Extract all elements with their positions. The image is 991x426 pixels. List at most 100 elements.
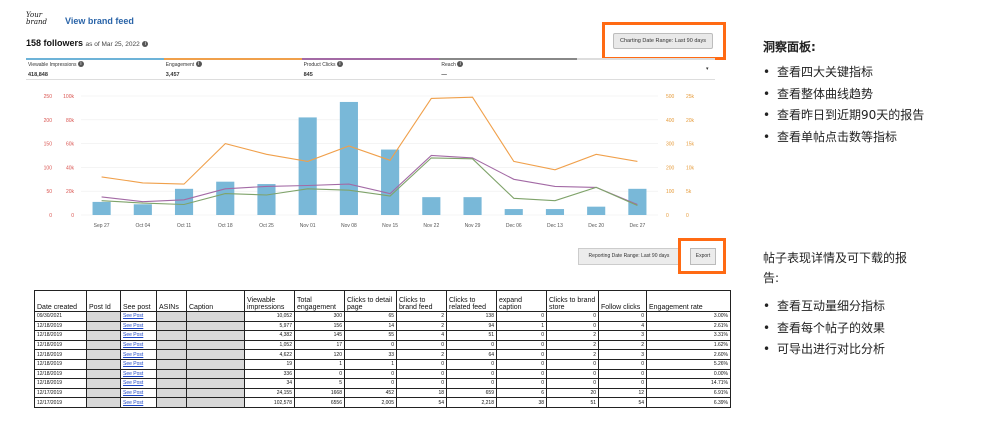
table-cell: 0 <box>496 311 547 322</box>
see-post-link[interactable]: See Post <box>120 368 157 380</box>
metric-tab-product-clicks[interactable]: Product Clicks i 845 <box>301 58 440 79</box>
bullet-icon: • <box>763 129 771 144</box>
table-cell: 17 <box>294 339 345 351</box>
reporting-date-range-button[interactable]: Reporting Date Range: Last 90 days <box>578 248 680 265</box>
cell-date: 09/30/2021 <box>34 311 87 322</box>
x-axis-tick-label: Oct 11 <box>177 223 192 229</box>
metric-tab-reach[interactable]: Reach i — <box>439 58 578 79</box>
table-cell: 6 <box>496 387 547 399</box>
highlight-box-charting <box>602 22 726 60</box>
table-cell: 6.91% <box>646 387 731 399</box>
table-cell: 0 <box>344 368 397 380</box>
table-row: 12/18/2019 See Post 5,977 156 14 2 94 1 0 4 2.61% <box>34 320 731 332</box>
table-cell: 6.39% <box>646 397 731 408</box>
table-cell: 20 <box>546 387 599 399</box>
cell-date: 12/18/2019 <box>34 378 87 389</box>
chart-bar <box>628 188 647 215</box>
chart-bar <box>463 197 482 215</box>
see-post-link[interactable]: See Post <box>120 387 157 399</box>
column-header: Clicks to brand feed <box>396 290 447 312</box>
see-post-link[interactable]: See Post <box>120 349 157 360</box>
report-title-line2: 告: <box>763 271 780 285</box>
info-icon: i <box>195 61 202 67</box>
column-header: Caption <box>186 290 245 312</box>
table-cell: 145 <box>294 330 345 341</box>
y2-axis-tick-label: 0 <box>686 213 689 219</box>
table-cell: 54 <box>396 397 447 408</box>
table-header-row: Date created Post Id See post ASINs Caption V… <box>34 290 731 312</box>
x-axis-tick-label: Dec 06 <box>506 223 522 229</box>
see-post-link[interactable]: See Post <box>120 330 157 341</box>
table-cell: 0 <box>344 378 397 389</box>
table-cell <box>156 330 187 341</box>
table-cell: 0 <box>496 339 547 351</box>
metric-label: Engagement <box>165 62 195 68</box>
insights-title: 洞察面板: <box>763 40 816 54</box>
table-cell: 1.62% <box>646 339 731 351</box>
report-list: • 查看互动量细分指标 • 查看每个帖子的效果 • 可导出进行对比分析 <box>763 296 885 361</box>
report-item-text: 查看互动量细分指标 <box>777 299 886 313</box>
insights-item: • 查看整体曲线趋势 <box>763 84 924 106</box>
see-post-link[interactable]: See Post <box>120 320 157 332</box>
metric-value: — <box>441 72 447 78</box>
table-cell: 0 <box>344 339 397 351</box>
metric-tab-viewable-impressions[interactable]: Viewable Impressions i 418,848 <box>26 58 164 79</box>
table-cell: 2 <box>396 311 447 322</box>
table-cell <box>186 349 245 360</box>
chart-bar <box>381 149 400 215</box>
info-icon[interactable]: i <box>142 41 149 47</box>
metric-label: Product Clicks <box>303 62 336 68</box>
column-header: expand caption <box>496 290 547 312</box>
metric-tab-empty[interactable] <box>577 58 715 79</box>
insights-list: • 查看四大关键指标 • 查看整体曲线趋势 • 查看昨日到近期90天的报告 • 查看单帖点击数… <box>763 62 924 148</box>
table-cell: 0 <box>496 330 547 341</box>
table-cell: 2 <box>546 339 599 351</box>
table-cell <box>86 368 121 380</box>
table-cell: 14 <box>344 320 397 332</box>
view-brand-feed-link[interactable]: View brand feed <box>65 16 134 26</box>
table-row: 12/18/2019 See Post 4,382 145 55 4 51 0 2 3 3.31% <box>34 330 731 341</box>
charting-date-range-button[interactable]: Charting Date Range: Last 90 days <box>613 33 713 49</box>
x-axis-tick-label: Dec 13 <box>547 223 563 229</box>
export-button[interactable]: Export <box>690 248 716 265</box>
table-cell <box>186 368 245 380</box>
table-cell: 5.26% <box>646 358 731 370</box>
x-axis-tick-label: Sep 27 <box>94 223 110 229</box>
report-title-line1: 帖子表现详情及可下载的报 <box>763 251 908 265</box>
insights-item-text: 查看四大关键指标 <box>777 65 874 79</box>
see-post-link[interactable]: See Post <box>120 397 157 408</box>
y2-axis-tick-label: 0 <box>666 213 669 219</box>
table-cell: 24,155 <box>244 387 295 399</box>
column-header: Follow clicks <box>598 290 647 312</box>
see-post-link[interactable]: See Post <box>120 358 157 370</box>
see-post-link[interactable]: See Post <box>120 378 157 389</box>
table-cell: 0 <box>446 368 497 380</box>
x-axis-tick-label: Nov 15 <box>382 223 398 229</box>
table-cell: 10,052 <box>244 311 295 322</box>
x-axis-tick-label: Oct 25 <box>259 223 274 229</box>
table-cell: 120 <box>294 349 345 360</box>
table-cell: 2,005 <box>344 397 397 408</box>
bullet-icon: • <box>763 108 771 122</box>
column-header: Date created <box>34 290 87 312</box>
column-header: Total engagement <box>294 290 345 312</box>
posts-table: Date created Post Id See post ASINs Caption V… <box>34 290 731 408</box>
chevron-down-icon[interactable]: ▾ <box>706 66 709 72</box>
column-header: Engagement rate <box>646 290 731 312</box>
see-post-link[interactable]: See Post <box>120 339 157 351</box>
table-cell: 2,218 <box>446 397 497 408</box>
see-post-link[interactable]: See Post <box>120 311 157 322</box>
chart-bar <box>257 184 276 215</box>
y-axis-tick-label: 0 <box>49 213 52 219</box>
report-item-text: 可导出进行对比分析 <box>777 342 886 356</box>
metric-tab-engagement[interactable]: Engagement i 3,457 <box>163 58 302 79</box>
table-cell <box>86 358 121 370</box>
column-header: ASINs <box>156 290 187 312</box>
table-cell: 33 <box>344 349 397 360</box>
table-cell: 34 <box>244 378 295 389</box>
x-axis-tick-label: Nov 29 <box>465 223 481 229</box>
table-cell: 102,578 <box>244 397 295 408</box>
insights-item: • 查看四大关键指标 <box>763 62 924 84</box>
table-cell: 3.00% <box>646 311 731 322</box>
cell-date: 12/18/2019 <box>34 358 87 370</box>
